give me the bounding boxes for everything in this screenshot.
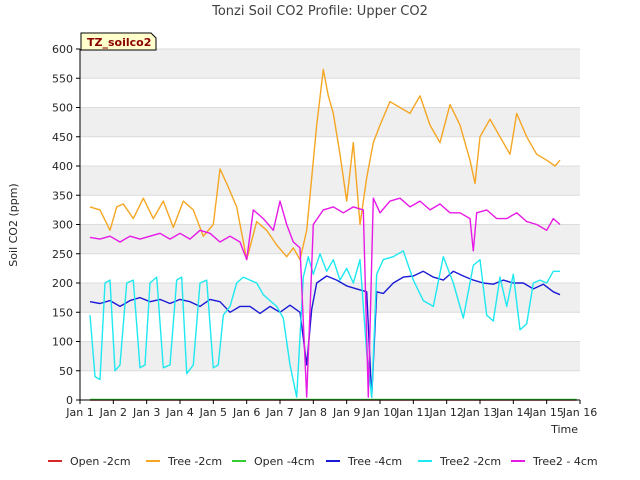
y-tick-label: 200 bbox=[52, 277, 73, 290]
y-tick-label: 100 bbox=[52, 336, 73, 349]
series-line-tree2-4cm bbox=[89, 197, 561, 398]
y-axis-title: Soil CO2 (ppm) bbox=[7, 183, 20, 266]
x-tick-label: Jan 13 bbox=[462, 406, 497, 419]
x-tick-label: Jan 8 bbox=[299, 406, 327, 419]
tz-soilco2-badge: TZ_soilco2 bbox=[80, 32, 157, 51]
legend-item: Tree2 - 4cm bbox=[511, 455, 598, 468]
y-tick-labels: 0 50 100 150 200 250 300 350 400 450 500 550 600 bbox=[52, 43, 80, 407]
series-line-tree-2cm bbox=[89, 68, 561, 261]
x-tick-label: Jan 5 bbox=[199, 406, 227, 419]
legend-item: Open -2cm bbox=[48, 455, 131, 468]
legend-label: Open -2cm bbox=[70, 455, 131, 468]
grid-band bbox=[80, 341, 580, 371]
x-tick-label: Jan 9 bbox=[332, 406, 360, 419]
x-axis-title: Time bbox=[550, 423, 578, 436]
legend-item: Tree -4cm bbox=[326, 455, 402, 468]
x-tick-label: Jan 1 bbox=[65, 406, 93, 419]
grid-band bbox=[80, 107, 580, 137]
x-tick-label: Jan 15 bbox=[528, 406, 563, 419]
chart-title: Tonzi Soil CO2 Profile: Upper CO2 bbox=[211, 4, 428, 19]
x-tick-label: Jan 2 bbox=[99, 406, 127, 419]
y-tick-label: 50 bbox=[59, 365, 73, 378]
x-tick-labels: Jan 1 Jan 2 Jan 3 Jan 4 Jan 5 Jan 6 Jan 7 Jan 8… bbox=[65, 400, 597, 419]
x-tick-label: Jan 12 bbox=[428, 406, 463, 419]
grid-band bbox=[80, 49, 580, 79]
x-tick-label: Jan 4 bbox=[165, 406, 193, 419]
legend-item: Tree2 -2cm bbox=[418, 455, 501, 468]
legend-label: Tree2 - 4cm bbox=[532, 455, 598, 468]
badge-label: TZ_soilco2 bbox=[87, 36, 151, 49]
y-tick-label: 0 bbox=[66, 394, 73, 407]
legend-label: Tree -2cm bbox=[167, 455, 222, 468]
x-tick-label: Jan 16 bbox=[562, 406, 597, 419]
y-tick-label: 350 bbox=[52, 189, 73, 202]
x-tick-label: Jan 7 bbox=[265, 406, 293, 419]
x-tick-label: Jan 11 bbox=[395, 406, 430, 419]
y-tick-label: 600 bbox=[52, 43, 73, 56]
legend-label: Tree -4cm bbox=[347, 455, 402, 468]
y-tick-label: 400 bbox=[52, 160, 73, 173]
grid-band bbox=[80, 166, 580, 196]
x-tick-label: Jan 6 bbox=[232, 406, 260, 419]
y-tick-label: 550 bbox=[52, 72, 73, 85]
x-tick-label: Jan 3 bbox=[132, 406, 160, 419]
y-tick-label: 300 bbox=[52, 219, 73, 232]
y-tick-label: 150 bbox=[52, 306, 73, 319]
legend-label: Open -4cm bbox=[254, 455, 315, 468]
y-tick-label: 500 bbox=[52, 102, 73, 115]
legend-item: Open -4cm bbox=[232, 455, 315, 468]
legend: Open -2cm Tree -2cm Open -4cm Tree -4cm Tree… bbox=[48, 455, 598, 468]
y-tick-label: 250 bbox=[52, 248, 73, 261]
x-tick-label: Jan 10 bbox=[362, 406, 397, 419]
y-tick-label: 450 bbox=[52, 131, 73, 144]
x-tick-label: Jan 14 bbox=[495, 406, 530, 419]
series-line-tree2-2cm bbox=[89, 250, 560, 398]
grid-band bbox=[80, 224, 580, 254]
legend-item: Tree -2cm bbox=[146, 455, 222, 468]
legend-label: Tree2 -2cm bbox=[439, 455, 501, 468]
series-line-tree-4cm bbox=[89, 270, 561, 398]
